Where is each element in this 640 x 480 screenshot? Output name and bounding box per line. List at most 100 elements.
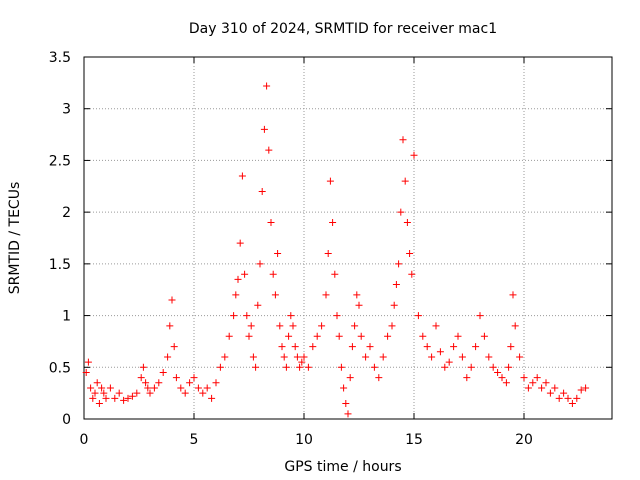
data-point bbox=[265, 146, 273, 154]
y-tick-label: 1.5 bbox=[49, 257, 71, 273]
data-point bbox=[164, 353, 172, 361]
data-point bbox=[384, 332, 392, 340]
data-point bbox=[232, 291, 240, 299]
data-point bbox=[203, 384, 211, 392]
data-point bbox=[190, 374, 198, 382]
data-point bbox=[263, 82, 271, 90]
data-point bbox=[249, 353, 257, 361]
plot-frame bbox=[83, 56, 613, 420]
data-point bbox=[304, 363, 312, 371]
data-point bbox=[348, 343, 356, 351]
data-point bbox=[520, 374, 528, 382]
data-point bbox=[432, 322, 440, 330]
data-point bbox=[260, 125, 268, 133]
data-point bbox=[406, 250, 414, 258]
data-point bbox=[269, 270, 277, 278]
data-point bbox=[177, 384, 185, 392]
data-point bbox=[467, 363, 475, 371]
y-tick-label: 3 bbox=[62, 102, 71, 118]
data-point bbox=[186, 379, 194, 387]
data-point bbox=[344, 410, 352, 418]
data-point bbox=[379, 353, 387, 361]
data-point bbox=[502, 379, 510, 387]
data-point bbox=[100, 389, 108, 397]
y-tick-label: 0.5 bbox=[49, 360, 71, 376]
data-point bbox=[282, 363, 290, 371]
data-point bbox=[144, 384, 152, 392]
data-point bbox=[375, 374, 383, 382]
gridlines bbox=[84, 57, 612, 419]
data-point bbox=[194, 384, 202, 392]
data-point bbox=[498, 374, 506, 382]
data-point bbox=[287, 312, 295, 320]
axis-ticks: 0 5 10 15 20 0 0.5 1 1.5 2 2.5 3 3.5 bbox=[49, 50, 612, 448]
data-point bbox=[280, 353, 288, 361]
data-point bbox=[241, 270, 249, 278]
data-point bbox=[494, 368, 502, 376]
data-point bbox=[252, 363, 260, 371]
data-point bbox=[458, 353, 466, 361]
data-point bbox=[423, 343, 431, 351]
data-point bbox=[170, 343, 178, 351]
data-point bbox=[258, 187, 266, 195]
data-point bbox=[150, 384, 158, 392]
data-point bbox=[91, 389, 99, 397]
data-point bbox=[326, 177, 334, 185]
data-point bbox=[274, 250, 282, 258]
data-point bbox=[208, 394, 216, 402]
data-point bbox=[573, 394, 581, 402]
data-point bbox=[276, 322, 284, 330]
data-point bbox=[577, 386, 585, 394]
data-point bbox=[333, 312, 341, 320]
data-point bbox=[247, 322, 255, 330]
data-point bbox=[346, 374, 354, 382]
data-point bbox=[441, 363, 449, 371]
data-point bbox=[199, 389, 207, 397]
data-point bbox=[357, 332, 365, 340]
data-point bbox=[410, 151, 418, 159]
data-point bbox=[355, 301, 363, 309]
data-point bbox=[401, 177, 409, 185]
data-point bbox=[560, 389, 568, 397]
data-point bbox=[128, 392, 136, 400]
data-point bbox=[505, 363, 513, 371]
x-tick-label: 20 bbox=[515, 432, 533, 448]
data-point bbox=[98, 384, 106, 392]
data-point bbox=[524, 384, 532, 392]
x-tick-label: 15 bbox=[405, 432, 423, 448]
data-point bbox=[93, 379, 101, 387]
data-point bbox=[353, 291, 361, 299]
data-point bbox=[89, 394, 97, 402]
data-point bbox=[329, 218, 337, 226]
data-point bbox=[267, 218, 275, 226]
y-tick-label: 2 bbox=[62, 205, 71, 221]
data-point bbox=[293, 353, 301, 361]
data-point bbox=[300, 353, 308, 361]
data-point bbox=[533, 374, 541, 382]
data-point bbox=[414, 312, 422, 320]
data-point bbox=[133, 389, 141, 397]
data-point bbox=[84, 358, 92, 366]
data-point bbox=[289, 322, 297, 330]
data-point bbox=[480, 332, 488, 340]
data-point bbox=[115, 389, 123, 397]
data-point bbox=[568, 399, 576, 407]
data-point bbox=[106, 384, 114, 392]
data-point bbox=[472, 343, 480, 351]
data-point bbox=[254, 301, 262, 309]
data-point bbox=[463, 374, 471, 382]
data-point bbox=[142, 379, 150, 387]
data-point bbox=[234, 275, 242, 283]
data-point bbox=[230, 312, 238, 320]
data-point bbox=[221, 353, 229, 361]
data-point bbox=[159, 368, 167, 376]
data-point bbox=[485, 353, 493, 361]
data-point bbox=[538, 384, 546, 392]
data-point bbox=[216, 363, 224, 371]
data-point bbox=[318, 322, 326, 330]
y-tick-label: 2.5 bbox=[49, 153, 71, 169]
data-point bbox=[296, 363, 304, 371]
data-point bbox=[419, 332, 427, 340]
data-point bbox=[124, 394, 132, 402]
x-tick-label: 10 bbox=[295, 432, 313, 448]
